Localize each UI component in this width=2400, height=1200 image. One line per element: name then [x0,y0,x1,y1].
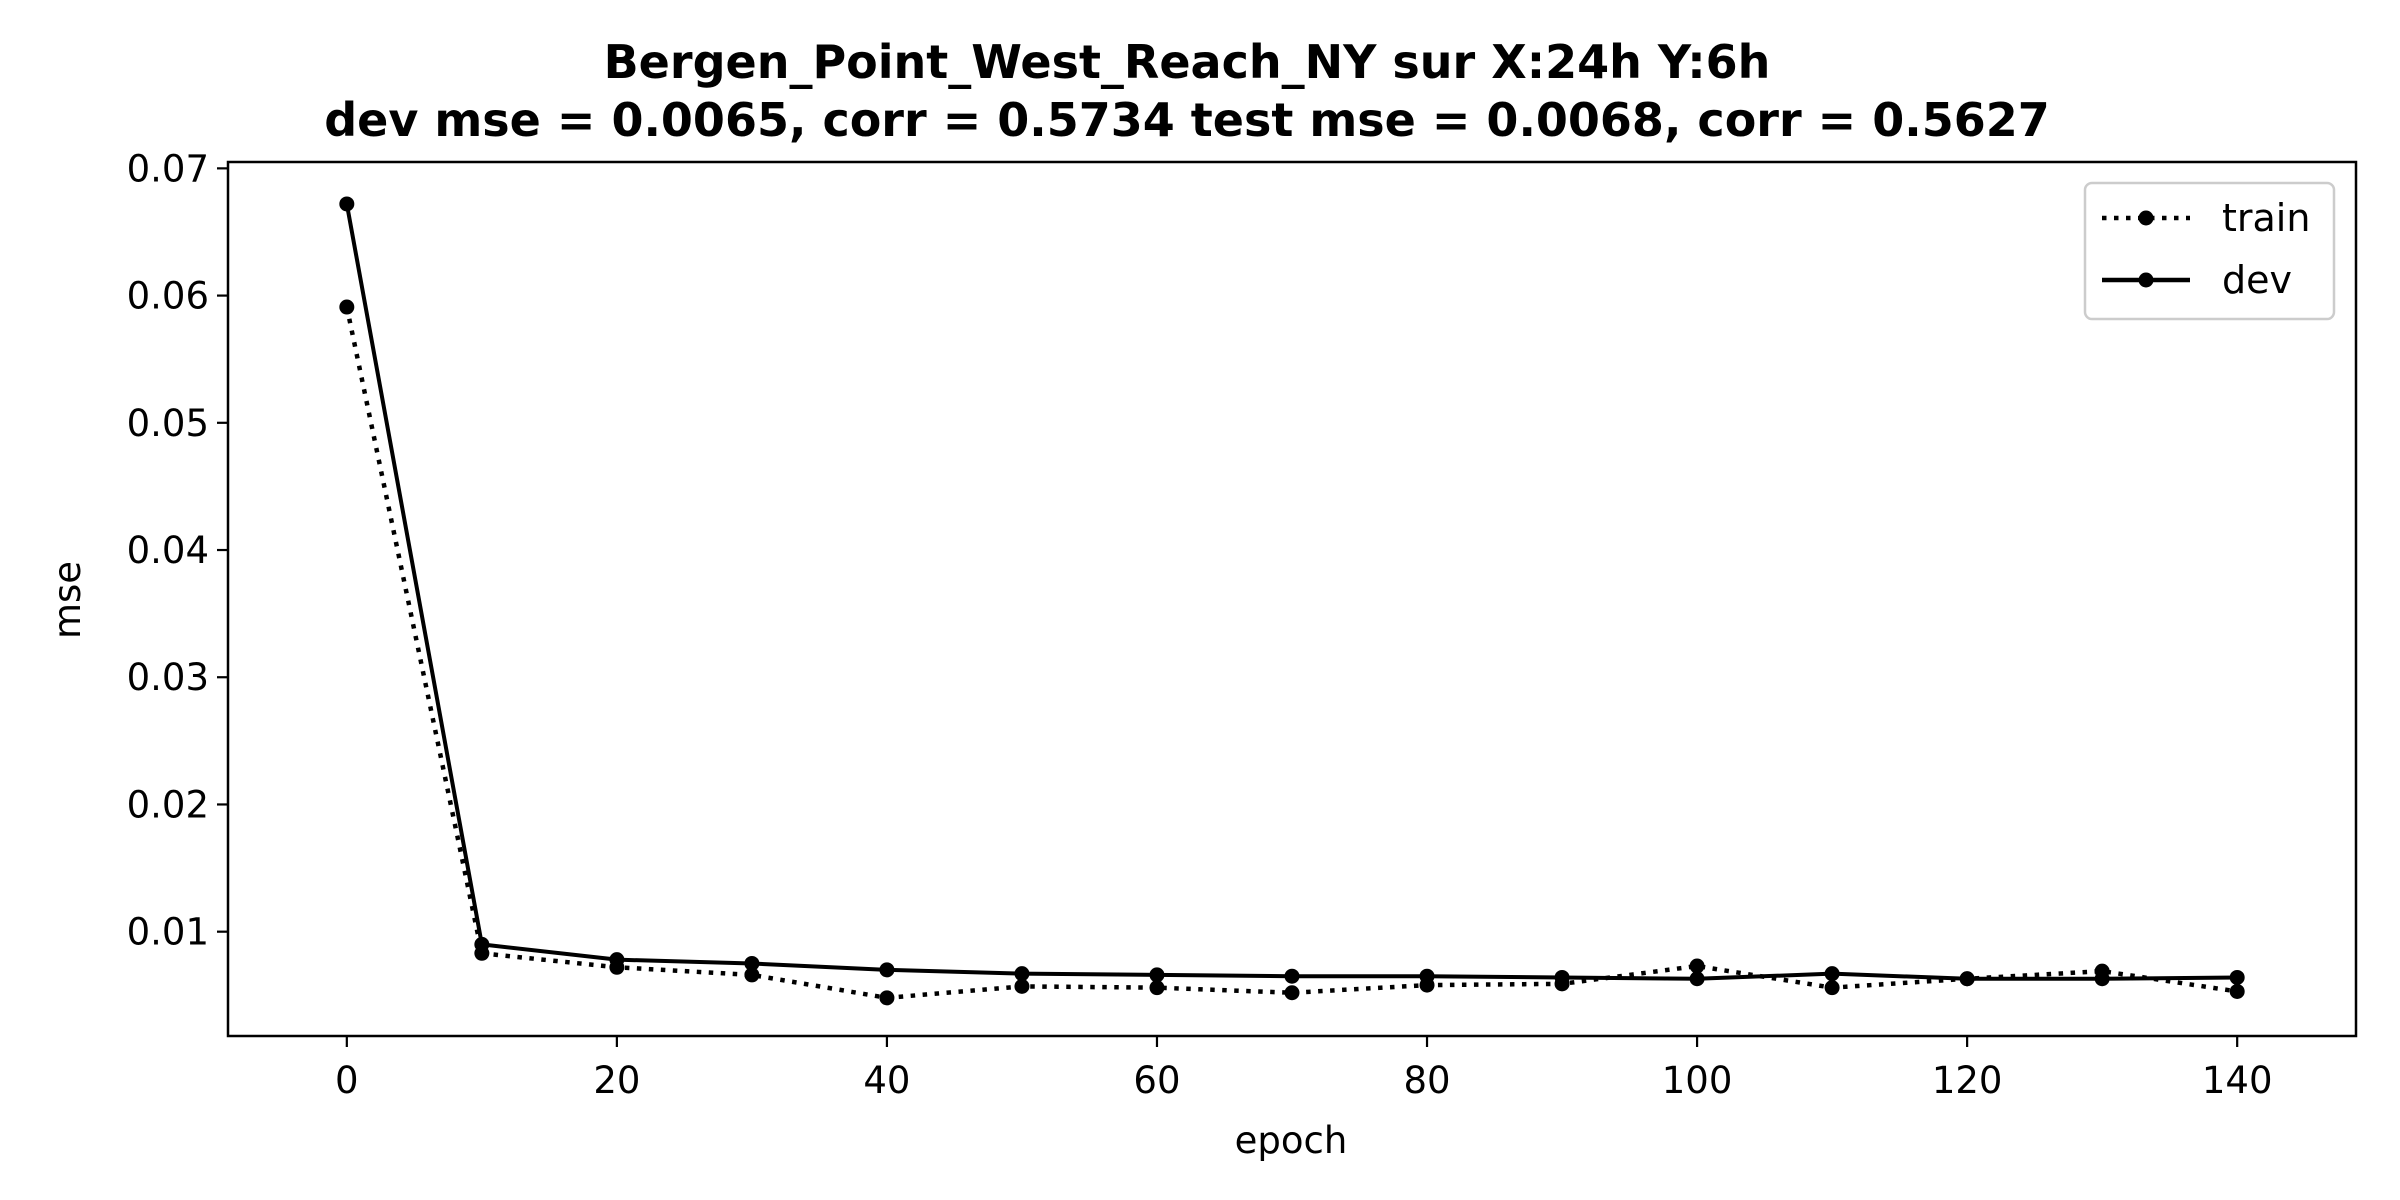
chart-title: Bergen_Point_West_Reach_NY sur X:24h Y:6… [604,35,1771,89]
y-tick-label: 0.05 [127,402,209,445]
x-tick-label: 120 [1932,1059,2003,1102]
data-point-dev [1824,966,1840,982]
data-point-train [1149,980,1165,996]
data-point-train [744,967,760,983]
y-axis-label: mse [46,561,89,639]
data-point-dev [1959,971,1975,987]
series-line-train [344,306,2238,1001]
data-point-train [879,990,895,1006]
x-axis-label: epoch [1235,1119,1348,1162]
data-point-dev [1014,966,1030,982]
data-point-dev [879,962,895,978]
chart-subtitle: dev mse = 0.0065, corr = 0.5734 test mse… [324,93,2050,147]
x-tick-label: 20 [593,1059,640,1102]
x-tick-label: 40 [863,1059,910,1102]
x-tick-label: 140 [2202,1059,2273,1102]
data-point-dev [1554,969,1570,985]
data-point-train [1014,978,1030,994]
data-point-dev [1284,968,1300,984]
legend-train-marker [2138,210,2154,226]
data-point-dev [2094,971,2110,987]
data-point-dev [2229,969,2245,985]
legend-dev-label: dev [2222,258,2292,302]
data-point-dev [744,955,760,971]
legend-train-label: train [2222,196,2310,240]
legend-dev-marker [2138,272,2154,288]
data-point-dev [339,196,355,212]
plot-frame [226,160,2358,1038]
y-tick-label: 0.03 [127,656,209,699]
x-tick-label: 0 [335,1059,359,1102]
y-tick-label: 0.06 [127,275,209,318]
data-point-train [2229,983,2245,999]
y-tick-label: 0.04 [127,529,209,572]
data-point-train [1824,980,1840,996]
data-point-train [1689,958,1705,974]
data-point-train [1284,985,1300,1001]
y-tick-label: 0.02 [127,783,209,826]
data-point-dev [609,952,625,968]
y-tick-label: 0.07 [127,147,209,190]
data-point-dev [1689,971,1705,987]
x-tick-label: 100 [1662,1059,1733,1102]
x-tick-label: 60 [1133,1059,1180,1102]
x-tick-label: 80 [1403,1059,1450,1102]
legend: train dev [2083,181,2336,321]
data-point-dev [1419,968,1435,984]
data-point-dev [474,936,490,952]
data-point-dev [1149,967,1165,983]
data-point-train [339,299,355,315]
y-tick-label: 0.01 [127,911,209,954]
plot-area: 0 20 40 60 80 100 120 140 0.01 0.02 0.03 0.04 0.05 0.… [127,147,2358,1102]
